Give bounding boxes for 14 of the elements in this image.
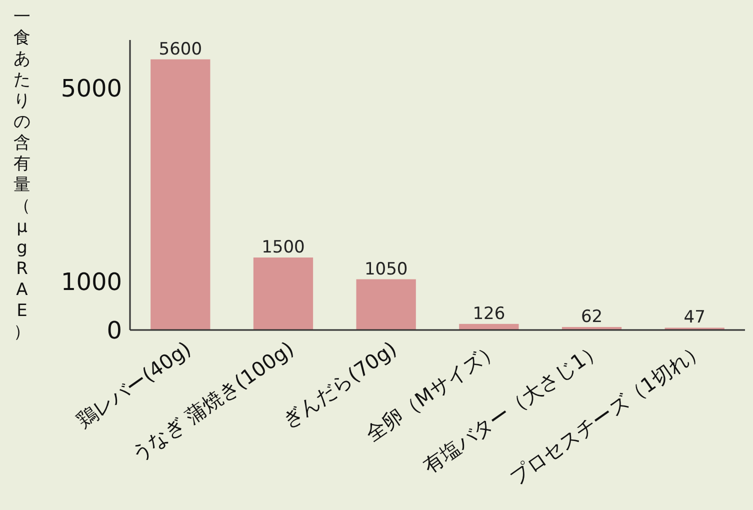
bar (356, 279, 416, 330)
data-label: 47 (684, 308, 706, 328)
data-label: 1050 (364, 259, 408, 280)
bar (459, 324, 519, 330)
data-label: 1500 (262, 238, 305, 258)
data-label: 126 (472, 304, 506, 324)
data-label: 62 (580, 307, 603, 328)
y-tick-label: 5000 (60, 74, 122, 103)
data-label: 5600 (158, 39, 202, 60)
y-tick-label: 0 (106, 316, 122, 344)
bar (253, 258, 314, 330)
bar (150, 59, 210, 330)
y-tick-label: 1000 (60, 268, 122, 296)
text: 一食あたりの含有量（μgRAE） (14, 7, 30, 342)
